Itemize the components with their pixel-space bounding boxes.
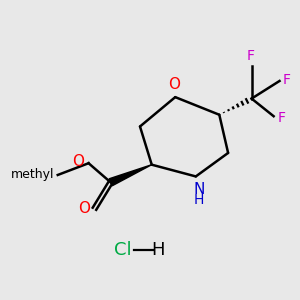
Text: F: F <box>277 111 285 125</box>
Text: O: O <box>78 201 90 216</box>
Text: H: H <box>151 241 164 259</box>
Polygon shape <box>109 165 152 186</box>
Text: Cl: Cl <box>114 241 131 259</box>
Text: H: H <box>194 193 204 207</box>
Text: F: F <box>283 73 291 86</box>
Text: O: O <box>72 154 84 169</box>
Text: methyl: methyl <box>11 169 55 182</box>
Text: O: O <box>168 77 180 92</box>
Text: N: N <box>193 182 204 197</box>
Text: F: F <box>246 49 254 63</box>
